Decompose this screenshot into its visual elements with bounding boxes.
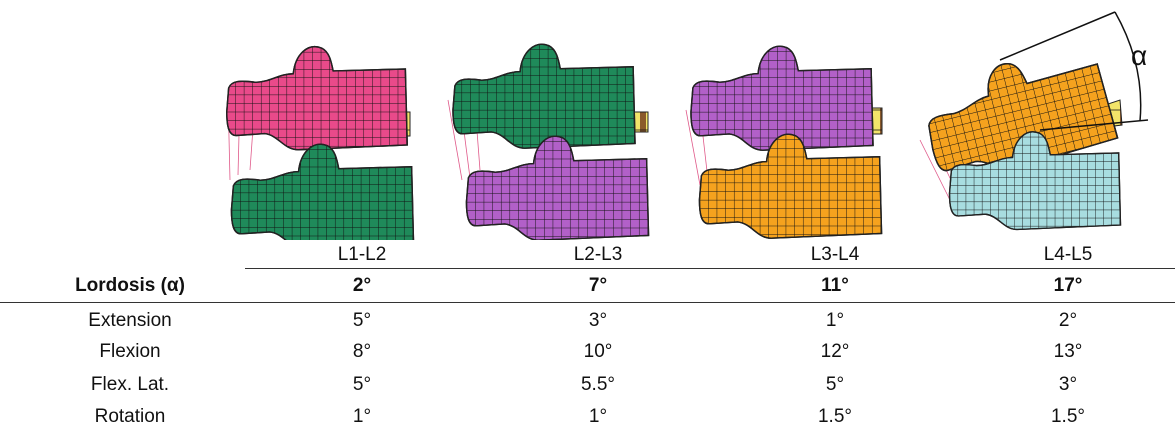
table-cell: 7° [588,275,608,296]
column-header: L4-L5 [1043,244,1093,265]
table-cell: 8° [352,341,372,362]
table-cell: 1° [588,406,608,427]
table-cell: 1.5° [1050,406,1085,427]
vertebra-pair [916,11,1149,231]
table-cell: 3° [1058,374,1078,395]
column-header: L2-L3 [573,244,623,265]
table-cell: 1.5° [817,406,852,427]
table-cell: 1° [825,310,845,331]
table-cell: 12° [820,341,850,362]
header-rule [245,268,1175,269]
table-cell: 2° [352,275,372,296]
table-cell: 5° [352,310,372,331]
row-label: Extension [88,310,172,331]
table-cell: 5.5° [580,374,615,395]
vertebra-illustration [226,11,1149,240]
vertebra-pair [226,45,415,240]
row-label: Lordosis (α) [75,275,185,296]
table-cell: 17° [1053,275,1083,296]
row-rule [0,302,1175,303]
table-cell: 11° [821,275,849,296]
table-cell: 10° [583,341,613,362]
table-cell: 3° [588,310,608,331]
table-cell: 1° [352,406,372,427]
column-header: L1-L2 [337,244,387,265]
table-cell: 2° [1058,310,1078,331]
row-label: Flex. Lat. [90,374,170,395]
row-label: Rotation [94,406,166,427]
vertebra-pair [447,43,650,240]
table-cell: 13° [1053,341,1083,362]
table-cell: 5° [825,374,845,395]
table-cell: 5° [352,374,372,395]
vertebra-pair [685,45,883,239]
column-header: L3-L4 [810,244,860,265]
row-label: Flexion [99,341,161,362]
angle-label: α [1131,40,1148,71]
